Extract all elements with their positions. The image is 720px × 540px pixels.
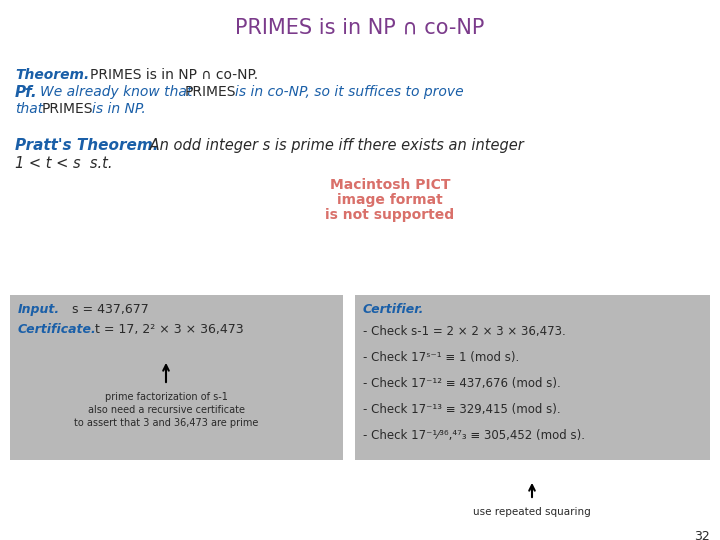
Text: PRIMES: PRIMES	[185, 85, 236, 99]
Text: Macintosh PICT: Macintosh PICT	[330, 178, 450, 192]
Text: Pf.: Pf.	[15, 85, 37, 100]
Text: PRIMES is in NP ∩ co-NP: PRIMES is in NP ∩ co-NP	[235, 18, 485, 38]
Text: 32: 32	[694, 530, 710, 540]
Text: PRIMES: PRIMES	[42, 102, 94, 116]
Bar	[355, 295, 710, 460]
Text: An odd integer s is prime iff there exists an integer: An odd integer s is prime iff there exis…	[145, 138, 523, 153]
Text: Pratt's Theorem.: Pratt's Theorem.	[15, 138, 158, 153]
Text: PRIMES is in NP ∩ co-NP.: PRIMES is in NP ∩ co-NP.	[90, 68, 258, 82]
Text: 1 < t < s  s.t.: 1 < t < s s.t.	[15, 156, 112, 171]
Text: Theorem.: Theorem.	[15, 68, 89, 82]
Text: - Check 17⁻¹⁄³⁶,⁴⁷₃ ≡ 305,452 (mod s).: - Check 17⁻¹⁄³⁶,⁴⁷₃ ≡ 305,452 (mod s).	[363, 429, 585, 442]
Text: Certifier.: Certifier.	[363, 303, 424, 316]
Text: - Check s-1 = 2 × 2 × 3 × 36,473.: - Check s-1 = 2 × 2 × 3 × 36,473.	[363, 325, 566, 338]
Text: to assert that 3 and 36,473 are prime: to assert that 3 and 36,473 are prime	[74, 418, 258, 428]
Text: - Check 17ˢ⁻¹ ≡ 1 (mod s).: - Check 17ˢ⁻¹ ≡ 1 (mod s).	[363, 351, 519, 364]
Text: - Check 17⁻¹³ ≡ 329,415 (mod s).: - Check 17⁻¹³ ≡ 329,415 (mod s).	[363, 403, 561, 416]
Text: We already know that: We already know that	[40, 85, 192, 99]
Text: also need a recursive certificate: also need a recursive certificate	[88, 405, 245, 415]
Text: Input.: Input.	[18, 303, 60, 316]
Text: s = 437,677: s = 437,677	[72, 303, 149, 316]
Text: - Check 17⁻¹² ≡ 437,676 (mod s).: - Check 17⁻¹² ≡ 437,676 (mod s).	[363, 377, 561, 390]
Text: use repeated squaring: use repeated squaring	[473, 507, 591, 517]
Text: is in NP.: is in NP.	[92, 102, 145, 116]
Bar	[10, 295, 343, 460]
Text: t = 17, 2² × 3 × 36,473: t = 17, 2² × 3 × 36,473	[95, 323, 243, 336]
Text: that: that	[15, 102, 43, 116]
Text: is not supported: is not supported	[325, 208, 454, 222]
Text: image format: image format	[337, 193, 443, 207]
Text: prime factorization of s-1: prime factorization of s-1	[104, 392, 228, 402]
Text: Certificate.: Certificate.	[18, 323, 96, 336]
Text: is in co-NP, so it suffices to prove: is in co-NP, so it suffices to prove	[235, 85, 464, 99]
